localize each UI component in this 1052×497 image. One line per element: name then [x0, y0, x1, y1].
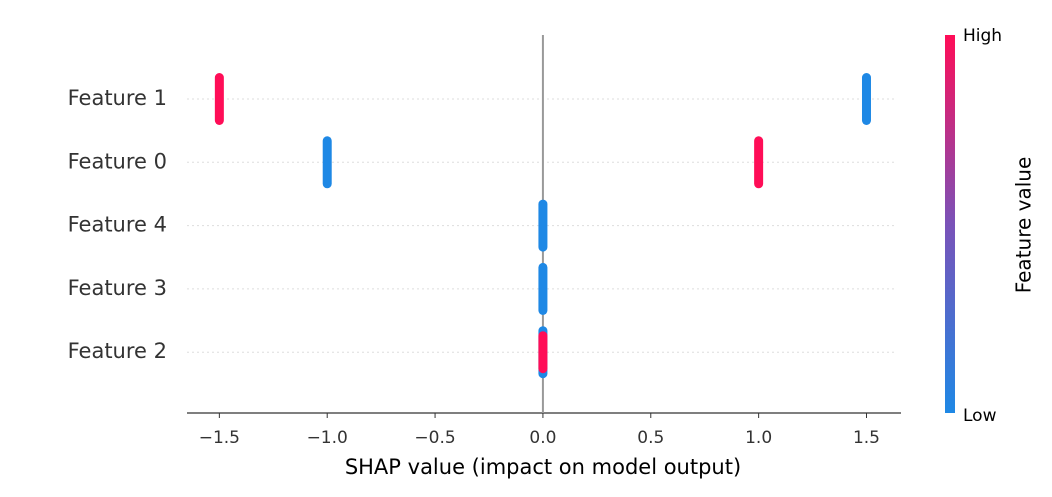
colorbar: [945, 35, 955, 413]
y-tick-label: Feature 4: [68, 213, 167, 237]
y-tick-label: Feature 2: [68, 339, 167, 363]
swarm-points: [538, 199, 548, 252]
x-tick-label: 1.0: [745, 428, 772, 448]
x-tick-label: −1.5: [199, 428, 240, 448]
swarm-points: [538, 331, 548, 374]
x-tick-label: 0.0: [529, 428, 556, 448]
y-tick-label: Feature 1: [68, 86, 167, 110]
swarm-points: [538, 262, 548, 315]
x-tick-label: 1.5: [853, 428, 880, 448]
colorbar-high-label: High: [963, 26, 1002, 46]
y-tick-label: Feature 0: [68, 149, 167, 173]
x-tick-label: −0.5: [414, 428, 455, 448]
x-tick-label: −1.0: [307, 428, 348, 448]
swarm-points: [214, 73, 224, 125]
swarm-points: [861, 73, 871, 125]
x-axis-label: SHAP value (impact on model output): [345, 455, 741, 479]
swarm-points: [754, 136, 764, 189]
colorbar-label: Feature value: [1012, 157, 1036, 294]
y-tick-label: Feature 3: [68, 276, 167, 300]
swarm-points: [322, 136, 332, 189]
x-tick-label: 0.5: [637, 428, 664, 448]
colorbar-low-label: Low: [963, 406, 997, 426]
